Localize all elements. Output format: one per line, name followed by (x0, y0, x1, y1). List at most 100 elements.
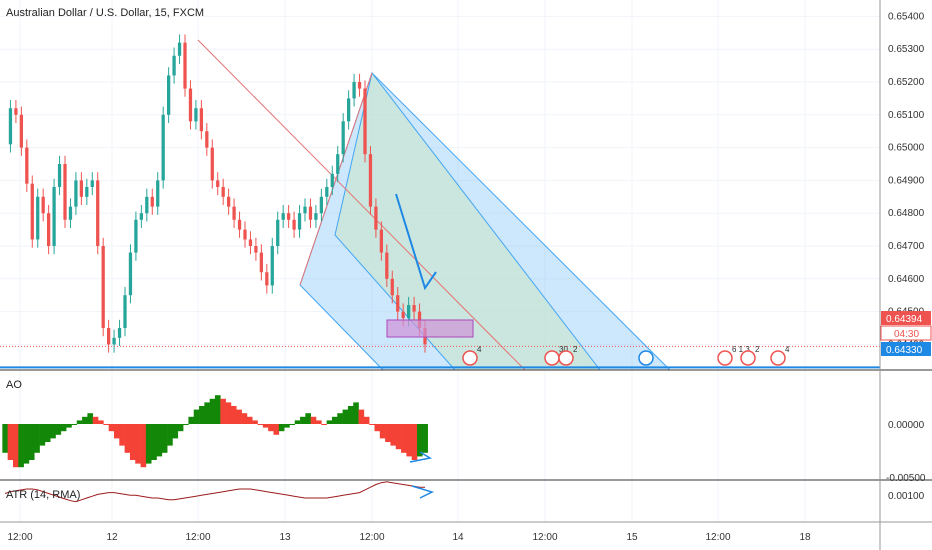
ao-bar (337, 413, 343, 424)
ao-bar (204, 402, 210, 424)
ao-bar (390, 424, 397, 446)
candle-body (325, 186, 329, 197)
candle-body (112, 337, 116, 345)
candle-body (401, 311, 405, 319)
price-candles[interactable] (8, 34, 427, 353)
price-tick-label: 0.64700 (888, 241, 925, 252)
candle-body (167, 75, 171, 115)
candle-body (396, 295, 400, 312)
ao-bar (385, 424, 391, 442)
candle-body (374, 206, 378, 230)
ao-bar (363, 416, 370, 424)
ao-bar (395, 424, 402, 450)
ao-bar (28, 424, 35, 460)
ao-bar (23, 424, 30, 464)
candle-body (363, 88, 367, 155)
ao-bar (193, 409, 200, 424)
candle-body (243, 229, 247, 240)
candle-body (52, 186, 56, 247)
flag-icon (544, 350, 560, 366)
candle-body (161, 114, 165, 181)
economic-events[interactable]: 4 30 2 6 1 3 2 4 (462, 345, 790, 366)
candle-body (145, 196, 149, 214)
drawing-overlay[interactable] (0, 193, 880, 369)
ao-bar (262, 424, 269, 428)
candle-body (107, 328, 111, 345)
price-tick-label: 0.65300 (888, 44, 925, 55)
current-price-value: 0.64394 (886, 314, 923, 325)
candle-body (303, 206, 307, 214)
candle-body (407, 305, 411, 319)
atr-line[interactable] (4, 481, 435, 503)
ao-bar (310, 416, 317, 424)
chart-title: Australian Dollar / U.S. Dollar, 15, FXC… (6, 7, 204, 19)
ao-bar (268, 424, 274, 432)
ao-bar (161, 424, 168, 453)
candle-body (194, 108, 198, 122)
time-tick-label: 14 (452, 532, 464, 543)
candle-body (41, 196, 45, 214)
current-price-badge: 0.64394 04:30 (880, 311, 932, 341)
candle-body (30, 183, 34, 240)
ao-bar (76, 420, 83, 424)
flag-icon (740, 350, 756, 366)
ao-bar (108, 424, 115, 432)
ao-histogram[interactable] (2, 395, 433, 468)
candle-body (150, 196, 154, 207)
flag-icon (638, 350, 654, 366)
event-count: 4 (785, 345, 790, 354)
ao-bar (2, 424, 8, 453)
candle-body (276, 219, 280, 247)
ao-bar (257, 424, 264, 425)
candle-body (227, 196, 231, 207)
price-tick-label: 0.64800 (888, 208, 925, 219)
candle-body (308, 206, 313, 220)
ao-bar (183, 424, 189, 425)
zone-rectangle (386, 319, 474, 338)
ao-bar (358, 409, 365, 424)
ao-bar (220, 398, 226, 424)
ao-bar (252, 420, 258, 424)
candle-body (90, 180, 94, 187)
ao-bar (321, 424, 327, 425)
ao-bar (273, 424, 280, 435)
event-count: 2 (755, 345, 760, 354)
ao-bar (188, 416, 195, 424)
candle-body (134, 219, 138, 253)
ao-bar (129, 424, 136, 460)
price-tick-label: 0.64600 (888, 274, 925, 285)
time-axis[interactable]: 12:00 12 12:00 13 12:00 14 12:00 15 12:00 18 (7, 532, 811, 543)
ao-bar (215, 395, 221, 424)
candle-body (128, 252, 133, 296)
candle-body (259, 252, 263, 273)
atr-series (4, 481, 425, 503)
ao-bar (316, 420, 322, 424)
candle-body (85, 186, 89, 197)
candle-body (117, 328, 122, 338)
ao-bar (401, 424, 407, 453)
ao-bar (113, 424, 120, 439)
ao-bar (374, 424, 381, 432)
candle-body (248, 239, 253, 247)
candle-body (341, 121, 345, 155)
candle-body (281, 213, 285, 220)
ao-bar (124, 424, 131, 453)
candle-body (188, 88, 193, 122)
candle-body (368, 154, 373, 207)
ao-bar (66, 424, 72, 428)
candle-body (330, 173, 334, 187)
candle-body (156, 180, 160, 207)
ao-bar (230, 406, 237, 424)
ao-bar (331, 416, 338, 424)
ao-bar (379, 424, 386, 439)
candle-body (79, 180, 83, 197)
candle-body (232, 206, 236, 220)
candle-body (216, 180, 220, 187)
candle-body (254, 246, 258, 253)
candle-body (19, 114, 23, 148)
ao-tick-low: -0.00500 (886, 473, 926, 484)
candle-body (199, 108, 203, 132)
flag-icon (558, 350, 574, 366)
trend-line (197, 39, 526, 371)
